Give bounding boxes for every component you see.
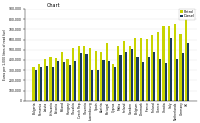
Bar (66, 59, 69, 101)
Bar (140, 38, 142, 101)
Bar (40, 67, 42, 101)
Bar (61, 52, 63, 101)
Bar (112, 64, 114, 101)
Bar (185, 19, 187, 101)
Bar (131, 49, 133, 101)
Bar (119, 55, 122, 101)
Bar (102, 60, 105, 101)
Bar (123, 41, 125, 101)
Bar (80, 53, 82, 101)
Bar (151, 35, 153, 101)
Bar (100, 52, 102, 101)
Bar (74, 61, 76, 101)
Bar (89, 48, 91, 101)
Bar (78, 46, 80, 101)
Bar (146, 39, 148, 101)
Bar (129, 46, 131, 101)
Bar (95, 51, 97, 101)
Bar (187, 43, 189, 101)
Bar (157, 32, 159, 101)
Y-axis label: Euros per 1,000 litres of road fuel: Euros per 1,000 litres of road fuel (3, 29, 7, 80)
Bar (106, 43, 108, 101)
Bar (168, 26, 170, 101)
Bar (114, 67, 116, 101)
Bar (49, 56, 52, 101)
Bar (174, 24, 176, 101)
Bar (44, 59, 46, 101)
Bar (162, 26, 165, 101)
Bar (125, 52, 127, 101)
Bar (63, 62, 65, 101)
Bar (176, 59, 178, 101)
Bar (142, 62, 144, 101)
Legend: Petrol, Diesel: Petrol, Diesel (179, 9, 195, 20)
Bar (83, 46, 85, 101)
Bar (35, 69, 37, 101)
Bar (57, 61, 59, 101)
Bar (134, 38, 136, 101)
Bar (165, 63, 167, 101)
Bar (182, 53, 184, 101)
Text: Chart: Chart (47, 3, 61, 8)
Bar (148, 57, 150, 101)
Bar (32, 67, 35, 101)
Bar (38, 64, 40, 101)
Bar (117, 46, 119, 101)
Bar (72, 48, 74, 101)
Bar (97, 69, 99, 101)
Bar (136, 57, 139, 101)
Bar (52, 67, 54, 101)
Bar (108, 61, 110, 101)
Bar (69, 65, 71, 101)
Bar (153, 52, 155, 101)
Bar (179, 34, 182, 101)
Bar (55, 58, 57, 101)
Bar (170, 38, 172, 101)
Bar (85, 54, 88, 101)
Bar (159, 59, 161, 101)
Bar (46, 66, 48, 101)
Bar (91, 70, 93, 101)
